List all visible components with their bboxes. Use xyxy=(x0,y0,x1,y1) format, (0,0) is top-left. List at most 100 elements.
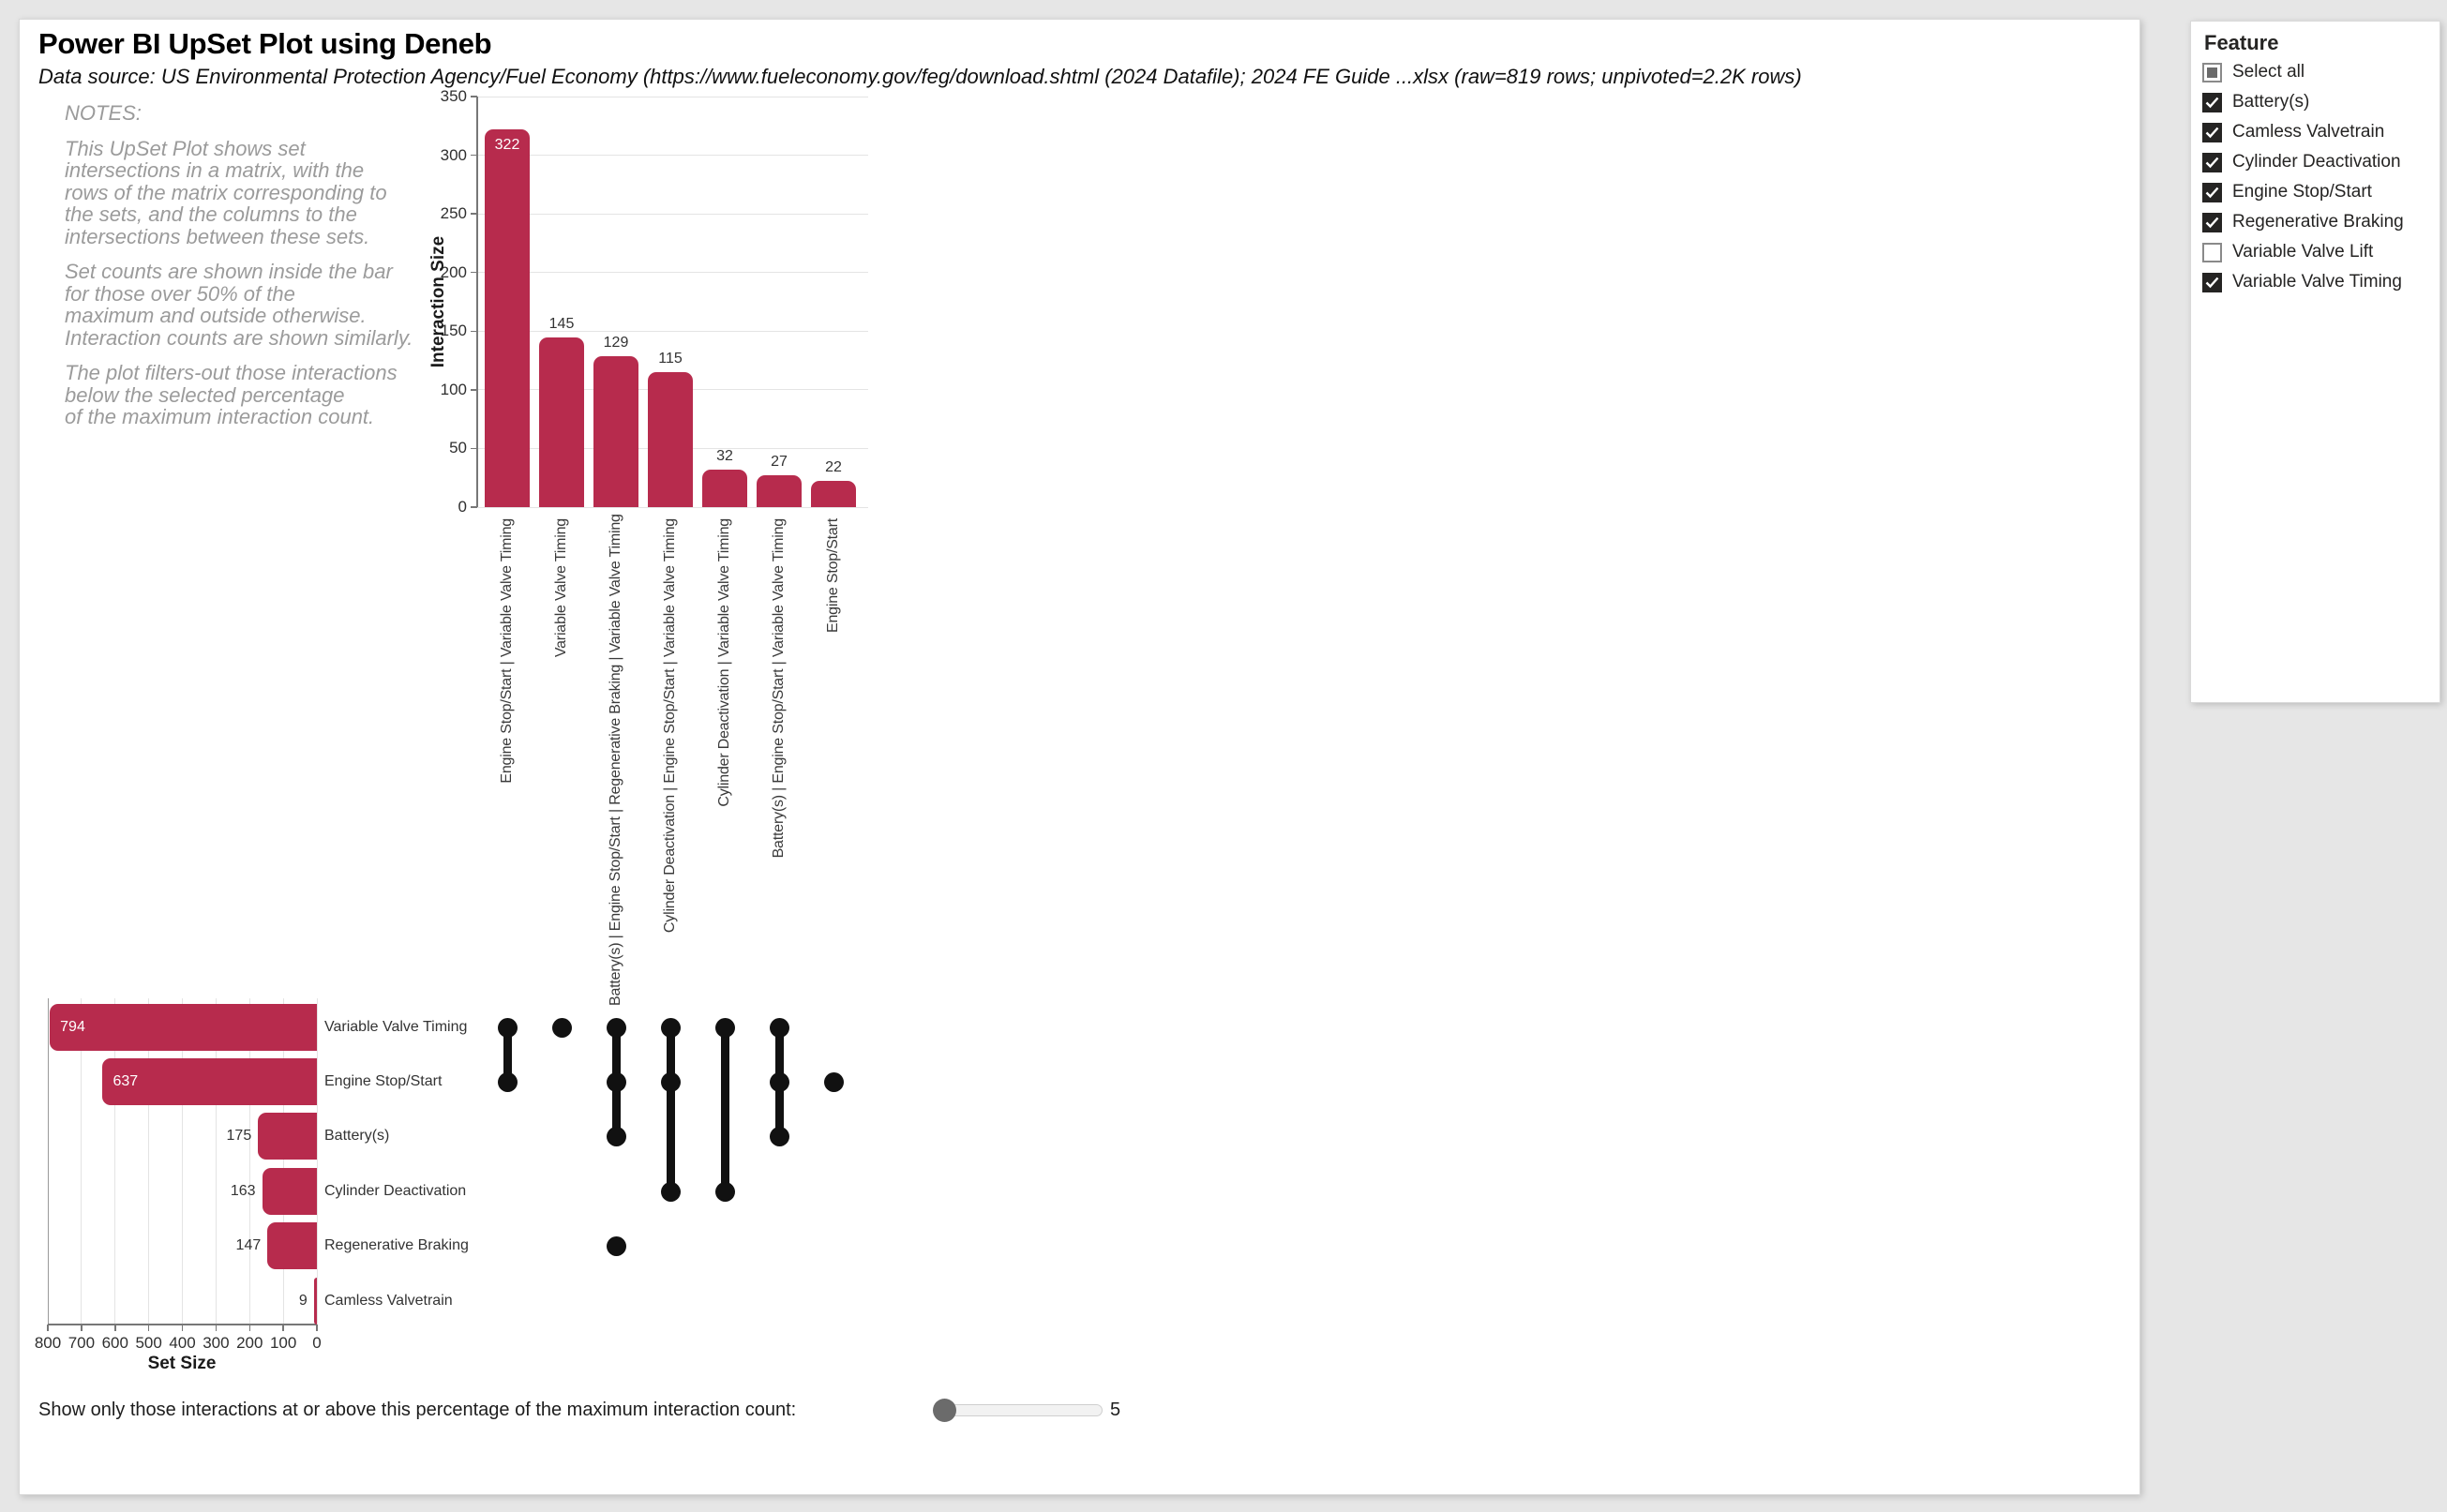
x-axis-line xyxy=(48,1324,317,1325)
interaction-bar-value: 32 xyxy=(716,447,733,464)
x-category-label: Cylinder Deactivation | Engine Stop/Star… xyxy=(662,518,678,934)
x-axis-tick xyxy=(181,1325,184,1331)
matrix-dot xyxy=(606,1235,626,1256)
feature-checkbox-cylinder-deactivation[interactable]: Cylinder Deactivation xyxy=(2202,147,2432,177)
x-axis-tick-label: 800 xyxy=(34,1334,62,1352)
feature-checkbox-label: Engine Stop/Start xyxy=(2232,182,2372,202)
x-axis-tick xyxy=(282,1325,284,1331)
checkbox-checked-icon[interactable] xyxy=(2202,122,2222,142)
interaction-bar-value: 115 xyxy=(658,351,683,367)
report-title: Power BI UpSet Plot using Deneb xyxy=(38,27,492,60)
checkbox-checked-icon[interactable] xyxy=(2202,212,2222,232)
checkbox-checked-icon[interactable] xyxy=(2202,152,2222,172)
gridline xyxy=(148,998,150,1325)
feature-checkbox-regenerative-braking[interactable]: Regenerative Braking xyxy=(2202,207,2432,237)
x-axis-tick-label: 300 xyxy=(203,1334,230,1352)
matrix-dot xyxy=(606,1017,626,1038)
matrix-dot xyxy=(551,1017,572,1038)
matrix-dot xyxy=(714,1181,735,1202)
interaction-bar[interactable] xyxy=(648,372,693,507)
x-category-label: Engine Stop/Start | Variable Valve Timin… xyxy=(499,518,515,784)
gridline xyxy=(248,998,250,1325)
x-axis-tick xyxy=(248,1325,250,1331)
x-axis-tick xyxy=(47,1325,49,1331)
y-axis-line xyxy=(476,97,478,507)
matrix-dot xyxy=(769,1071,789,1092)
interaction-bar[interactable] xyxy=(485,129,530,507)
set-row-label: Camless Valvetrain xyxy=(324,1293,453,1309)
checkbox-unchecked-icon[interactable] xyxy=(2202,242,2222,262)
slider-value: 5 xyxy=(1110,1400,1121,1420)
set-row-label: Cylinder Deactivation xyxy=(324,1183,467,1199)
checkbox-checked-icon[interactable] xyxy=(2202,92,2222,112)
gridline xyxy=(282,998,284,1325)
checkbox-checked-icon[interactable] xyxy=(2202,272,2222,292)
x-axis-tick xyxy=(81,1325,83,1331)
gridline xyxy=(477,272,868,274)
feature-checkbox-label: Camless Valvetrain xyxy=(2232,122,2385,142)
set-size-bar[interactable] xyxy=(267,1222,317,1269)
feature-checkbox-battery-s[interactable]: Battery(s) xyxy=(2202,87,2432,117)
gridline xyxy=(477,506,868,508)
y-axis-tick-label: 50 xyxy=(449,439,467,457)
checkbox-indeterminate-icon[interactable] xyxy=(2202,62,2222,82)
gridline xyxy=(316,998,318,1325)
y-axis-tick xyxy=(471,506,477,508)
interaction-bar-value: 129 xyxy=(603,334,629,351)
gridline xyxy=(47,998,49,1325)
notes-block: NOTES: This UpSet Plot shows set interse… xyxy=(65,102,430,442)
feature-checkbox-select-all[interactable]: Select all xyxy=(2202,57,2432,87)
interaction-bar[interactable] xyxy=(811,481,856,507)
percentage-slider-track[interactable] xyxy=(934,1404,1103,1416)
matrix-dot xyxy=(660,1181,681,1202)
set-size-bar[interactable] xyxy=(313,1278,317,1325)
interaction-bar[interactable] xyxy=(702,469,747,507)
feature-checkbox-engine-stop-start[interactable]: Engine Stop/Start xyxy=(2202,177,2432,207)
matrix-dot xyxy=(660,1071,681,1092)
interaction-bar-value: 145 xyxy=(548,315,575,332)
feature-checkbox-camless-valvetrain[interactable]: Camless Valvetrain xyxy=(2202,117,2432,147)
set-size-bar[interactable] xyxy=(262,1168,317,1215)
x-axis-tick xyxy=(215,1325,218,1331)
set-row-label: Regenerative Braking xyxy=(324,1237,469,1253)
set-size-bar[interactable] xyxy=(50,1004,317,1051)
matrix-dot xyxy=(606,1071,626,1092)
notes-paragraph: The plot filters-out those interactions … xyxy=(65,361,398,428)
matrix-dot xyxy=(769,1017,789,1038)
y-axis-tick-label: 300 xyxy=(440,145,467,164)
set-size-value: 163 xyxy=(230,1183,256,1199)
feature-checkbox-variable-valve-lift[interactable]: Variable Valve Lift xyxy=(2202,237,2432,267)
percentage-slider-thumb[interactable] xyxy=(933,1399,956,1422)
y-axis-tick xyxy=(471,96,477,97)
gridline xyxy=(477,330,868,332)
x-axis-tick-label: 400 xyxy=(169,1334,196,1352)
feature-checkbox-label: Variable Valve Lift xyxy=(2232,242,2374,262)
x-category-label: Cylinder Deactivation | Variable Valve T… xyxy=(716,518,732,807)
checkbox-checked-icon[interactable] xyxy=(2202,182,2222,202)
y-axis-tick-label: 200 xyxy=(440,262,467,281)
set-row-label: Engine Stop/Start xyxy=(324,1073,443,1089)
x-axis-tick-label: 600 xyxy=(101,1334,128,1352)
feature-checkbox-variable-valve-timing[interactable]: Variable Valve Timing xyxy=(2202,267,2432,297)
interaction-bar[interactable] xyxy=(593,355,638,507)
feature-checkbox-label: Battery(s) xyxy=(2232,92,2310,112)
y-axis-tick xyxy=(471,447,477,450)
interaction-bar[interactable] xyxy=(539,337,584,507)
notes-paragraph: This UpSet Plot shows set intersections … xyxy=(65,136,387,248)
x-axis-title: Set Size xyxy=(147,1354,217,1373)
gridline xyxy=(215,998,217,1325)
filter-items-list: Select all Battery(s) Camless Valvetrain Cy… xyxy=(2202,57,2432,297)
y-axis-tick-label: 0 xyxy=(458,498,467,516)
set-size-bar[interactable] xyxy=(102,1058,317,1105)
set-size-bar[interactable] xyxy=(258,1113,317,1160)
interaction-bar[interactable] xyxy=(757,475,802,507)
interaction-bar-value: 27 xyxy=(771,454,788,471)
gridline xyxy=(81,998,83,1325)
x-category-label: Battery(s) | Engine Stop/Start | Variabl… xyxy=(771,518,787,859)
gridline xyxy=(477,213,868,215)
matrix-dot xyxy=(769,1126,789,1146)
feature-checkbox-label: Select all xyxy=(2232,62,2305,82)
x-axis-tick xyxy=(114,1325,116,1331)
feature-checkbox-label: Cylinder Deactivation xyxy=(2232,152,2401,172)
